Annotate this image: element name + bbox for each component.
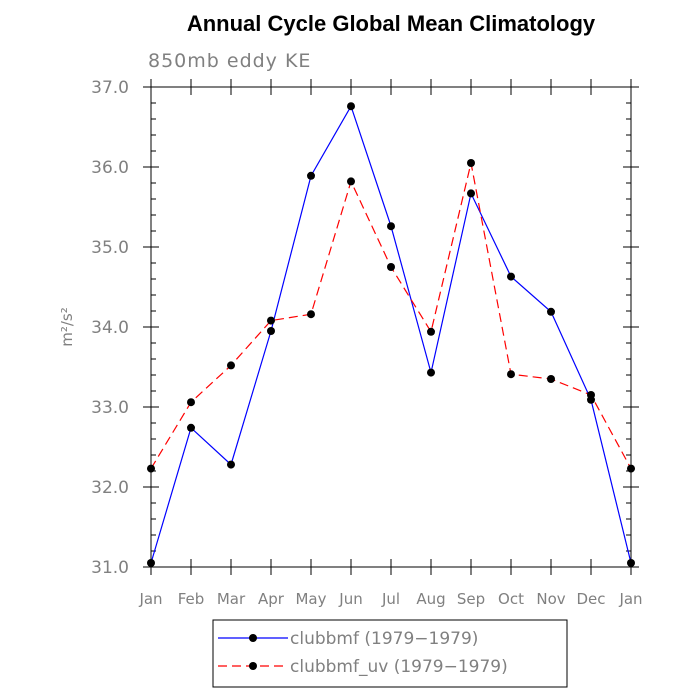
series-point [187,398,195,407]
series-point [547,307,555,316]
chart-title: Annual Cycle Global Mean Climatology [187,11,596,36]
series-point [267,316,275,325]
series-point [467,189,475,198]
series-point [347,177,355,186]
series-point [307,310,315,319]
series-point [547,375,555,383]
xtick-label: May [295,590,326,608]
xtick-label: Feb [178,590,205,608]
series-point [507,370,515,379]
series-line [150,162,632,469]
y-axis-label: m²/s² [58,307,76,347]
series-point [147,464,155,473]
legend-entry: clubbmf_uv (1979−1979) [218,657,508,677]
series-point [347,102,355,111]
series-point [587,391,595,399]
xtick-label: Apr [258,590,285,608]
series-point [187,423,195,432]
series-point [427,327,435,336]
series-point [147,559,155,567]
legend-marker [249,662,257,670]
series-layer [147,102,635,567]
legend: clubbmf (1979−1979) clubbmf_uv (1979−1979… [212,619,568,688]
ytick-label: 33.0 [91,398,129,418]
series-point [427,368,435,377]
legend-box [212,619,568,688]
xtick-label: Jun [338,590,362,608]
series-point [387,222,395,231]
series-1 [147,102,635,567]
legend-entries: clubbmf (1979−1979) clubbmf_uv (1979−1979… [218,629,508,677]
xtick-label: Oct [498,590,524,608]
ytick-label: 31.0 [91,558,129,578]
chart-subtitle: 850mb eddy KE [148,50,311,72]
xtick-label: Jan [618,590,642,608]
ytick-label: 35.0 [91,238,129,258]
series-point [307,171,315,180]
legend-marker [249,634,257,642]
y-tick-labels: 31.0 32.0 33.0 34.0 35.0 36.0 37.0 [91,78,129,578]
legend-label: clubbmf (1979−1979) [290,629,478,649]
series-point [227,361,235,370]
plot-frame [150,86,632,568]
ytick-label: 37.0 [91,78,129,98]
series-2 [147,159,635,473]
xtick-label: Nov [536,590,565,608]
series-point [507,272,515,281]
legend-entry: clubbmf (1979−1979) [218,629,478,649]
ytick-label: 34.0 [91,318,129,338]
series-point [267,327,275,335]
xtick-label: Mar [217,590,246,608]
legend-label: clubbmf_uv (1979−1979) [290,657,508,677]
series-point [627,464,635,473]
xtick-label: Jan [138,590,162,608]
xtick-label: Dec [576,590,605,608]
xtick-label: Aug [416,590,445,608]
series-line [150,104,632,564]
series-point [467,159,475,167]
axis-ticks [143,79,639,575]
ytick-label: 36.0 [91,158,129,178]
series-point [387,263,395,271]
series-point [227,460,235,469]
xtick-label: Sep [457,590,485,608]
series-point [627,559,635,567]
xtick-label: Jul [381,590,400,608]
x-tick-labels: Jan Feb Mar Apr May Jun Jul Aug Sep Oct Nov Dec Jan [138,590,642,608]
ytick-label: 32.0 [91,478,129,498]
